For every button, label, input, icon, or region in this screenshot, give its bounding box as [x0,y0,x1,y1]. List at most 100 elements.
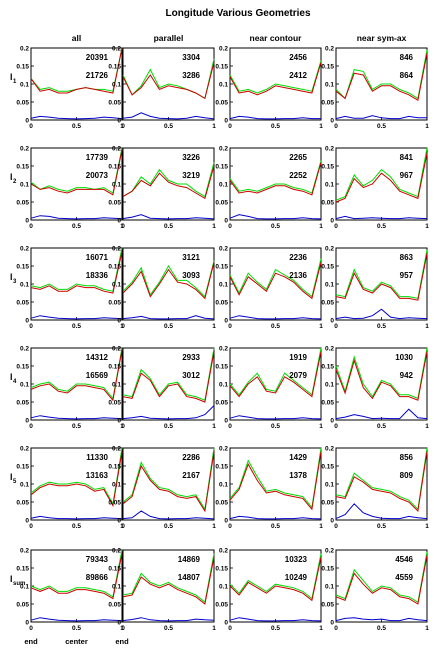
series-blue-line [30,215,123,220]
series-blue-line [122,315,215,320]
series-blue-line [229,415,322,420]
y-tick-label: 0.1 [325,381,334,388]
y-tick-label: 0.05 [321,499,334,506]
y-tick-label: 0.1 [325,583,334,590]
y-tick-label: 0.1 [219,381,228,388]
x-tick-label: 0.5 [164,323,173,330]
x-tick-label: 0.5 [377,223,386,230]
y-tick-label: 0.1 [112,181,121,188]
series-red-line [335,253,428,301]
y-tick-label: 0.2 [325,345,334,352]
x-tick-label: 0.5 [377,625,386,632]
y-tick-label: 0.15 [321,363,334,370]
row-label-main: l [10,72,13,82]
y-tick-label: 0.05 [108,399,121,406]
panel: 0 0.05 0.1 0.15 0.2 0 0.5 1 79343 89866 [16,547,124,632]
y-tick-label: 0.15 [16,463,29,470]
count-label: 3226 [182,153,200,162]
y-tick-label: 0.2 [20,547,29,554]
series-red-line [122,62,215,100]
y-tick-label: 0.05 [16,601,29,608]
x-tick-label: 0.5 [271,223,280,230]
y-tick-label: 0.05 [108,499,121,506]
count-label: 864 [400,71,414,80]
series-blue-line [335,115,427,120]
count-label: 21726 [86,71,109,80]
series-blue-line [30,115,123,120]
count-label: 1919 [289,353,307,362]
y-tick-label: 0.15 [215,263,228,270]
y-tick-label: 0.05 [108,601,121,608]
panel: 0 0.05 0.1 0.15 0.2 0 0.5 1 3226 3219 [108,145,216,230]
x-tick-label: 0 [29,523,33,530]
series-blue-line [229,115,321,120]
count-label: 2265 [289,153,307,162]
count-label: 841 [400,153,414,162]
y-tick-label: 0.05 [16,399,29,406]
count-label: 17739 [86,153,109,162]
x-tick-label: 0.5 [271,323,280,330]
y-tick-label: 0.05 [215,601,228,608]
y-tick-label: 0.2 [20,145,29,152]
x-tick-label: 1 [319,323,323,330]
y-tick-label: 0 [330,517,334,524]
series-green-line [122,162,215,198]
series-blue-line [335,215,428,220]
y-tick-label: 0 [117,217,121,224]
series-blue-line [30,617,123,622]
y-tick-label: 0 [330,317,334,324]
y-tick-label: 0.1 [20,181,29,188]
row-label: l sum [10,574,25,587]
y-tick-label: 0.15 [16,63,29,70]
count-label: 942 [400,371,414,380]
x-tick-label: 0.5 [72,323,81,330]
y-tick-label: 0.2 [20,345,29,352]
y-tick-label: 0.2 [112,345,121,352]
y-tick-label: 0.1 [112,481,121,488]
series-red-line [229,162,322,196]
series-blue-line [335,308,428,320]
count-label: 957 [400,271,414,280]
x-tick-label: 1 [319,123,323,130]
x-tick-label: 1 [425,523,429,530]
panel: 0 0.05 0.1 0.15 0.2 0 0.5 1 2236 2136 [215,245,323,330]
count-label: 2167 [182,471,200,480]
count-label: 14312 [86,353,109,362]
series-green-line [229,60,322,94]
x-tick-label: 1 [319,625,323,632]
series-green-line [30,447,123,506]
panel: 0 0.05 0.1 0.15 0.2 0 0.5 1 841 967 [321,145,429,230]
count-label: 20073 [86,171,109,180]
panel: 0 0.05 0.1 0.15 0.2 0 0.5 1 3304 3286 [108,45,216,130]
x-tick-label: 0 [121,323,125,330]
y-tick-label: 0.2 [325,445,334,452]
y-tick-label: 0.15 [321,163,334,170]
y-tick-label: 0.05 [108,299,121,306]
x-tick-label: 1 [425,123,429,130]
x-category-label: end [115,637,129,646]
y-tick-label: 0.15 [108,565,121,572]
count-label: 967 [400,171,414,180]
y-tick-label: 0.05 [108,99,121,106]
x-tick-label: 1 [212,523,216,530]
panel: 0 0.05 0.1 0.15 0.2 0 0.5 1 2265 2252 [215,145,323,230]
y-tick-label: 0 [117,117,121,124]
y-tick-label: 0.15 [108,363,121,370]
panel-grid: all parallel near contour near sym-axl 1l 2l 3… [10,33,429,646]
count-label: 2136 [289,271,307,280]
count-label: 4559 [395,573,413,582]
series-red-line [229,557,322,602]
x-tick-label: 0.5 [377,523,386,530]
panel: 0 0.05 0.1 0.15 0.2 0 0.5 1 3121 3093 [108,245,216,330]
x-tick-label: 0 [334,323,338,330]
y-tick-label: 0 [224,619,228,626]
count-label: 79343 [86,555,109,564]
y-tick-label: 0.1 [20,281,29,288]
panel-frame [122,247,215,321]
column-title: parallel [154,33,184,43]
y-tick-label: 0.2 [20,445,29,452]
panel-frame [30,147,123,221]
y-tick-label: 0.15 [215,565,228,572]
y-tick-label: 0.2 [112,547,121,554]
